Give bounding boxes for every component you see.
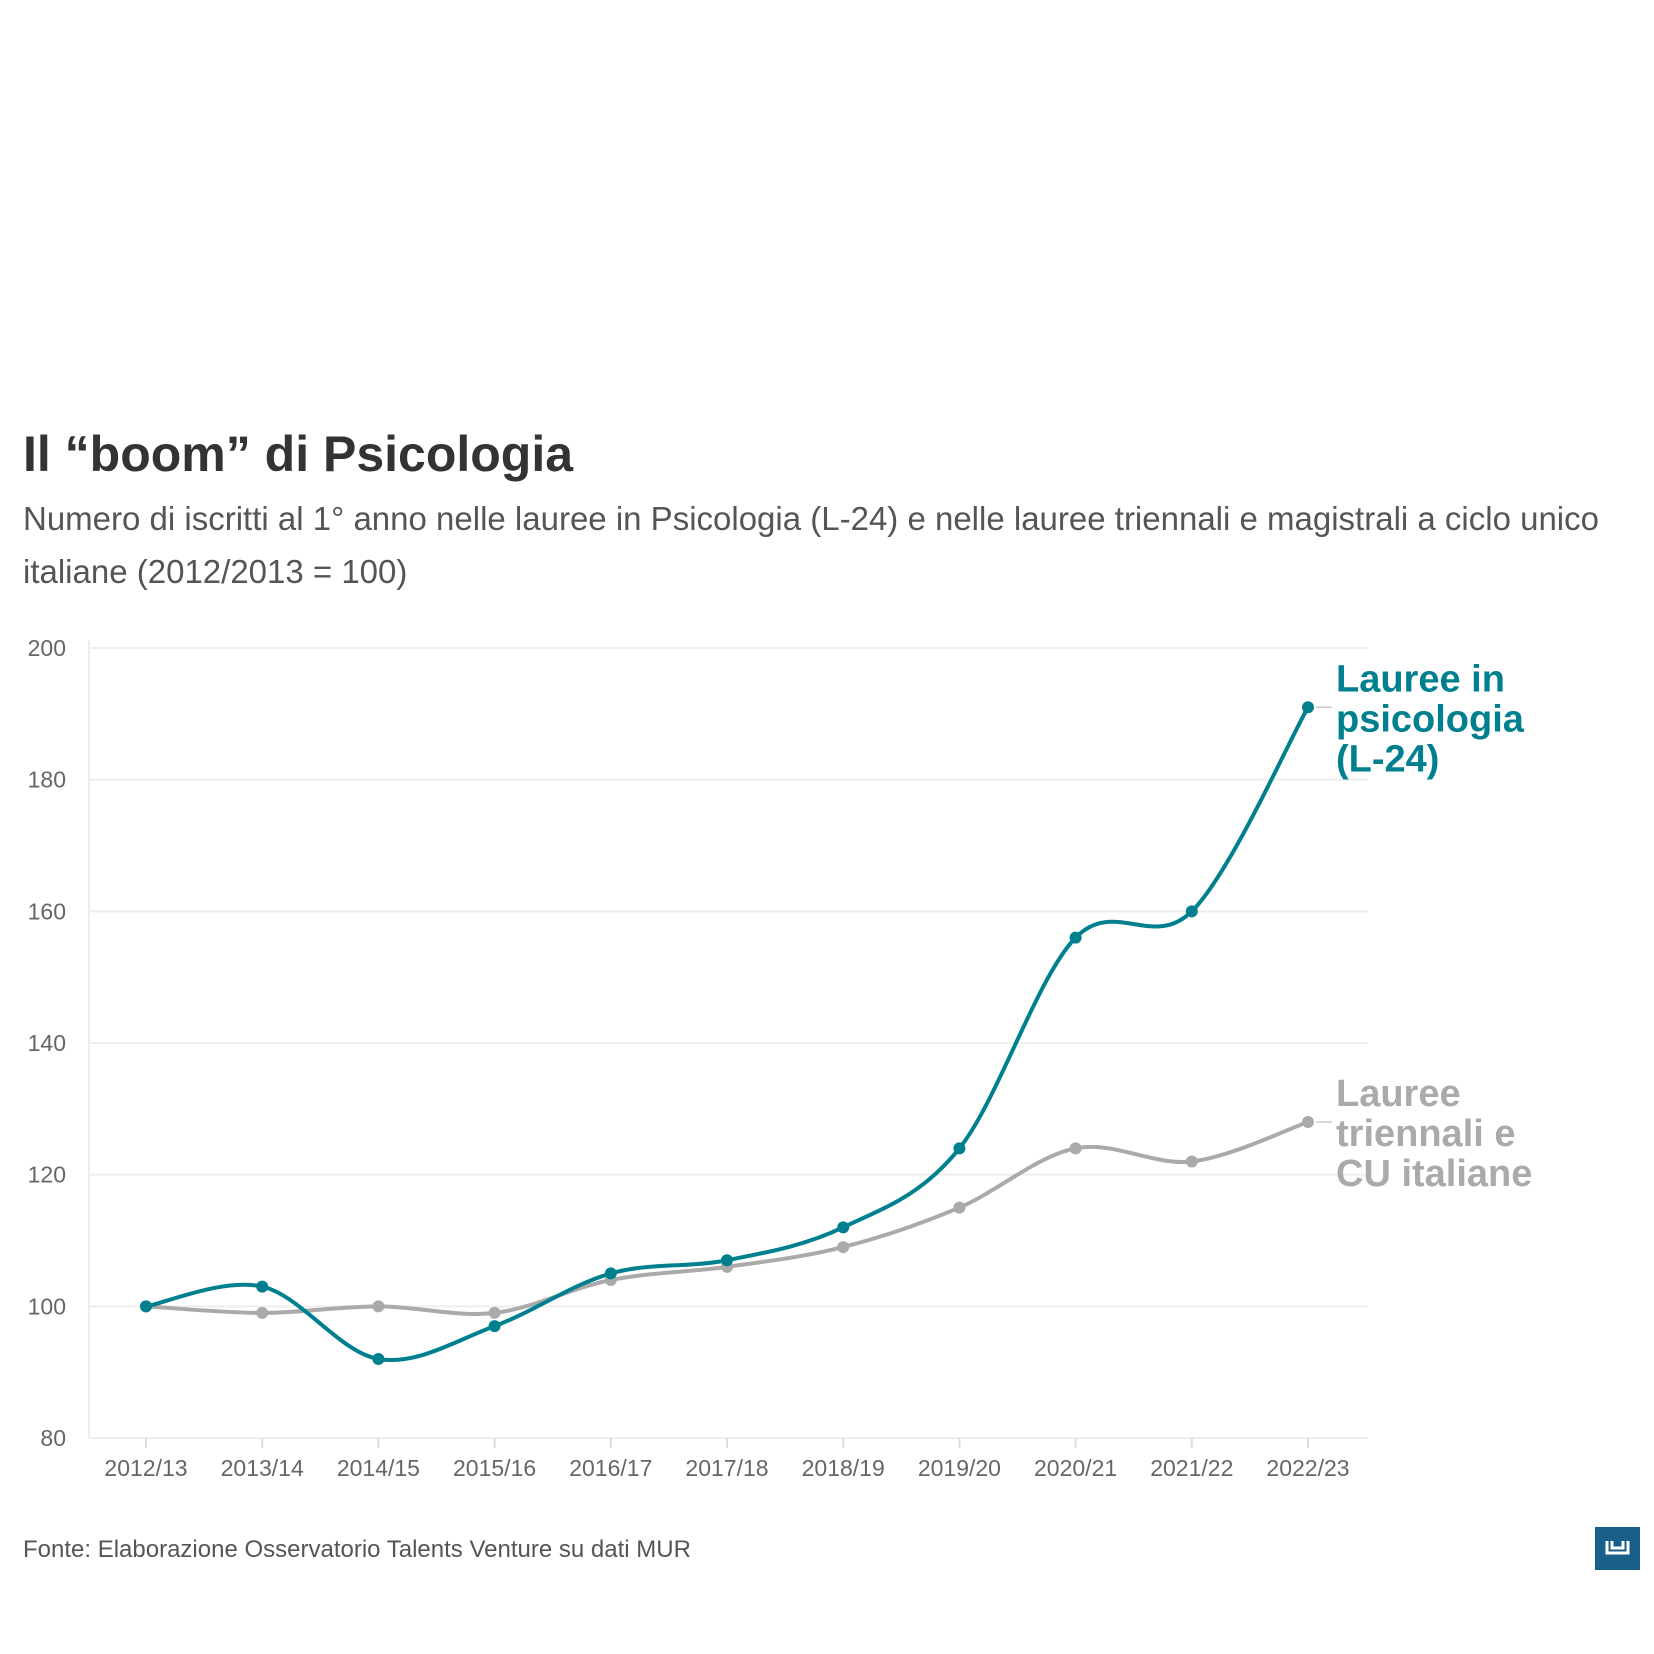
data-point [372,1300,385,1313]
data-point [1069,931,1082,944]
data-point [1069,1142,1082,1155]
series-line [145,1120,1309,1316]
source-note: Fonte: Elaborazione Osservatorio Talents… [23,1536,691,1563]
series-label: Lauree [1336,1073,1461,1115]
x-tick-label: 2017/18 [685,1455,768,1481]
x-tick-label: 2015/16 [453,1455,536,1481]
data-point [488,1320,501,1333]
series-line [145,706,1310,1363]
x-tick-label: 2019/20 [918,1455,1001,1481]
data-point [953,1201,966,1214]
data-point [721,1254,733,1267]
data-point [1302,1116,1314,1128]
data-point [372,1353,385,1365]
y-tick-label: 160 [28,898,66,924]
x-tick-label: 2018/19 [802,1455,885,1481]
series-label: psicologia [1336,698,1525,740]
x-tick-label: 2012/13 [104,1455,187,1481]
data-point [604,1267,617,1280]
data-point [1302,701,1314,714]
data-point [256,1280,269,1293]
data-point [140,1300,152,1313]
x-tick-label: 2022/23 [1266,1455,1349,1481]
y-tick-label: 200 [28,635,66,661]
y-tick-label: 180 [28,767,66,793]
data-point [953,1142,966,1155]
data-point [1185,1155,1198,1168]
x-tick-label: 2021/22 [1150,1455,1233,1481]
x-tick-label: 2020/21 [1034,1455,1117,1481]
chart-subtitle: Numero di iscritti al 1° anno nelle laur… [23,500,1599,590]
y-tick-label: 140 [28,1030,66,1056]
chart-title: Il “boom” di Psicologia [23,426,574,482]
series-label: CU italiane [1336,1153,1532,1195]
y-tick-label: 80 [40,1425,66,1451]
x-tick-label: 2013/14 [221,1455,304,1481]
series-label: triennali e [1336,1113,1516,1155]
data-point [1185,905,1198,918]
y-tick-label: 100 [28,1293,66,1319]
x-tick-label: 2016/17 [569,1455,652,1481]
data-point [256,1306,269,1319]
data-point [837,1241,850,1254]
x-tick-label: 2014/15 [337,1455,420,1481]
series-label: (L-24) [1336,738,1439,780]
data-point [837,1221,850,1234]
y-tick-label: 120 [28,1162,66,1188]
data-point [488,1306,501,1319]
series-label: Lauree in [1336,658,1505,700]
brand-logo-icon [1595,1527,1640,1570]
